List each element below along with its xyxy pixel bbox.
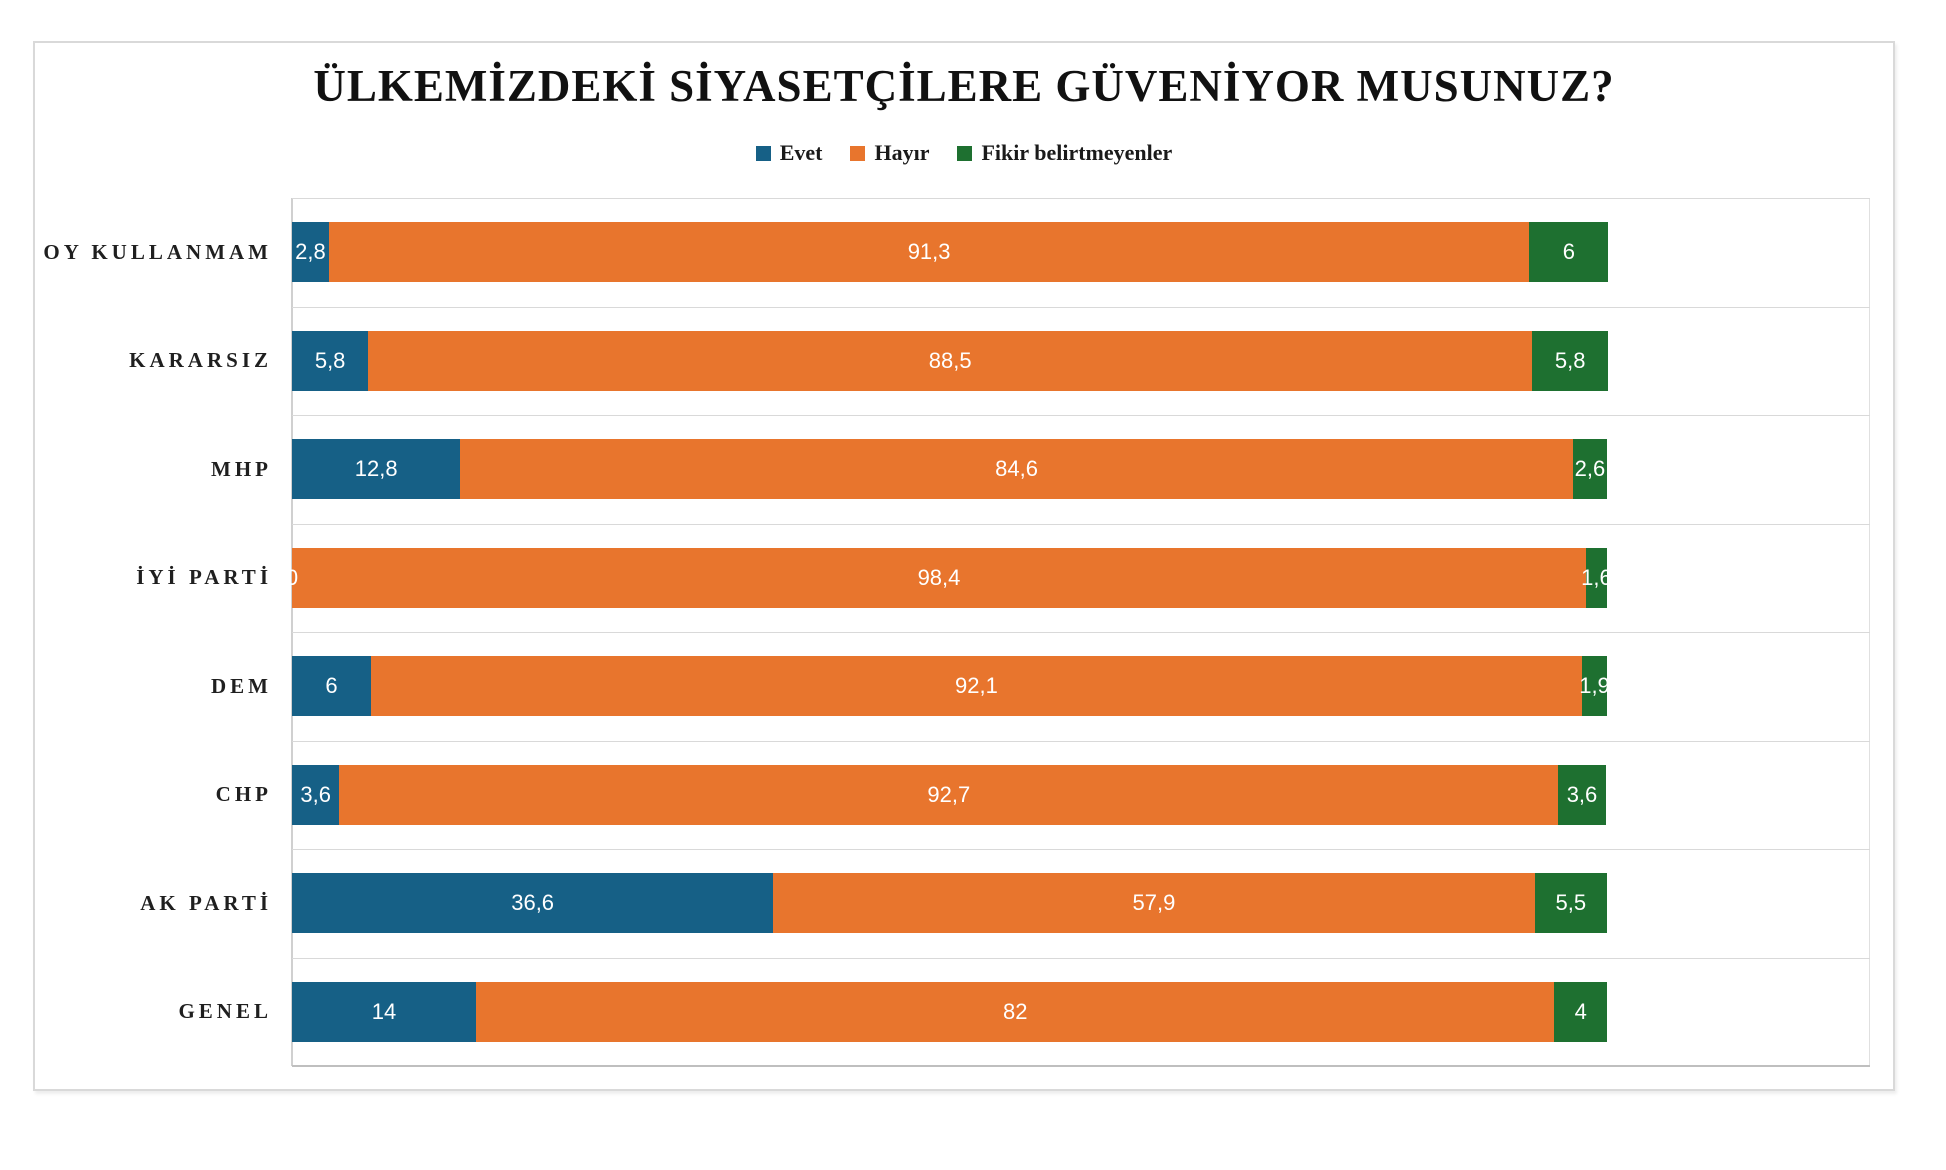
legend-label-fikir: Fikir belirtmeyenler	[981, 140, 1173, 165]
chart-card: ÜLKEMİZDEKİ SİYASETÇİLERE GÜVENİYOR MUSU…	[33, 41, 1895, 1091]
category-label: CHP	[215, 782, 272, 807]
bar-value-label: 2,6	[1574, 456, 1606, 481]
category-label: MHP	[211, 456, 272, 481]
x-axis-line	[292, 1065, 1870, 1067]
category-label: DEM	[211, 673, 272, 698]
bar-segment-hayır: 98,4	[292, 547, 1586, 608]
bar-value-label: 91,3	[907, 239, 951, 264]
bar-value-label: 0	[285, 564, 299, 590]
gridline	[292, 740, 1870, 742]
bar-segment-evet: 14	[292, 981, 477, 1042]
legend-swatch-evet-icon	[755, 145, 771, 161]
bar-segment-hayır: 91,3	[328, 222, 1530, 282]
bar-stack: 2,8 91,3 6	[292, 222, 1870, 282]
bar-value-label: 3,6	[1566, 781, 1598, 807]
bar-segment-fikir-belirtmeyenler: 5,5	[1534, 873, 1607, 933]
chart-legend: Evet Hayır Fikir belirtmeyenler	[35, 140, 1893, 166]
category-label: KARARSIZ	[129, 348, 272, 373]
bar-stack: 12,8 84,6 2,6	[292, 439, 1870, 499]
bar-segment-fikir-belirtmeyenler: 4	[1554, 981, 1607, 1042]
bar-value-label: 92,1	[955, 673, 998, 698]
gridline	[292, 415, 1870, 416]
gridline	[292, 306, 1870, 308]
bar-value-label: 84,6	[995, 456, 1038, 481]
bar-row: DEM 6 92,1 1,9	[211, 632, 1870, 741]
gridline	[292, 849, 1870, 850]
category-label: GENEL	[178, 999, 272, 1024]
bar-value-label: 5,5	[1555, 890, 1587, 915]
bar-value-label: 57,9	[1132, 890, 1176, 915]
bar-segment-hayır: 92,1	[370, 656, 1582, 716]
category-label: İYİ PARTİ	[136, 565, 272, 590]
bar-stack: 6 92,1 1,9	[292, 656, 1870, 716]
legend-item-fikir-belirtmeyenler: Fikir belirtmeyenler	[957, 140, 1172, 166]
bar-value-label: 88,5	[928, 347, 972, 373]
category-label: OY KULLANMAM	[43, 239, 272, 264]
bar-value-label: 6	[325, 673, 338, 698]
bar-value-label: 1,6	[1581, 564, 1612, 590]
bar-stack: 0 98,4 1,6	[286, 547, 1870, 608]
legend-label-evet: Evet	[779, 140, 823, 165]
legend-item-hayir: Hayır	[850, 140, 929, 166]
bar-segment-fikir-belirtmeyenler: 1,6	[1581, 547, 1612, 608]
bar-segment-hayır: 84,6	[460, 439, 1573, 499]
bar-value-label: 5,8	[1554, 347, 1586, 373]
bar-value-label: 82	[1003, 998, 1028, 1024]
bar-segment-fikir-belirtmeyenler: 5,8	[1532, 330, 1609, 391]
bar-value-label: 4	[1574, 998, 1587, 1024]
legend-swatch-hayir-icon	[850, 145, 866, 161]
bar-segment-fikir-belirtmeyenler: 1,9	[1579, 656, 1610, 716]
bar-segment-evet: 36,6	[292, 873, 774, 933]
bar-stack: 14 82 4	[292, 981, 1870, 1042]
bar-segment-evet: 2,8	[292, 222, 329, 282]
bar-value-label: 12,8	[354, 456, 398, 481]
bar-row: GENEL 14 82 4	[178, 958, 1870, 1067]
bar-value-label: 5,8	[314, 347, 346, 373]
bar-stack: 5,8 88,5 5,8	[292, 330, 1870, 391]
bar-row: KARARSIZ 5,8 88,5 5,8	[129, 307, 1870, 416]
gridline	[292, 632, 1870, 633]
bar-segment-fikir-belirtmeyenler: 3,6	[1558, 764, 1606, 825]
bar-value-label: 1,9	[1579, 673, 1610, 698]
category-label: AK PARTİ	[140, 890, 272, 915]
bar-segment-hayır: 57,9	[773, 873, 1535, 933]
bar-value-label: 6	[1562, 239, 1575, 264]
bar-segment-hayır: 88,5	[368, 330, 1533, 391]
gridline	[292, 523, 1870, 525]
chart-title: ÜLKEMİZDEKİ SİYASETÇİLERE GÜVENİYOR MUSU…	[313, 61, 1615, 111]
bar-value-label: 92,7	[927, 781, 971, 807]
bar-segment-evet: 12,8	[292, 439, 461, 499]
bar-stack: 3,6 92,7 3,6	[292, 764, 1870, 825]
bar-row: OY KULLANMAM 2,8 91,3 6	[43, 198, 1870, 307]
bar-value-label: 14	[371, 998, 397, 1024]
legend-label-hayir: Hayır	[874, 140, 930, 165]
bar-segment-hayır: 82	[476, 981, 1555, 1042]
bar-row: CHP 3,6 92,7 3,6	[216, 741, 1870, 850]
bar-segment-evet: 3,6	[292, 764, 340, 825]
bar-row: İYİ PARTİ 0 98,4 1,6	[136, 524, 1870, 633]
bar-row: AK PARTİ 36,6 57,9 5,5	[140, 849, 1870, 958]
bar-stack: 36,6 57,9 5,5	[292, 873, 1870, 933]
bar-value-label: 36,6	[511, 890, 555, 915]
gridline	[292, 957, 1870, 959]
gridline	[292, 198, 1870, 199]
bar-value-label: 2,8	[295, 239, 326, 264]
bar-segment-fikir-belirtmeyenler: 6	[1529, 222, 1609, 282]
bar-row: MHP 12,8 84,6 2,6	[211, 415, 1870, 524]
bar-segment-fikir-belirtmeyenler: 2,6	[1572, 439, 1607, 499]
bar-segment-hayır: 92,7	[339, 764, 1559, 825]
legend-swatch-fikir-icon	[957, 145, 973, 161]
legend-item-evet: Evet	[755, 140, 823, 166]
bar-segment-evet: 6	[292, 656, 371, 716]
bar-value-label: 3,6	[300, 781, 331, 807]
bar-segment-evet: 5,8	[292, 330, 369, 391]
plot-area: OY KULLANMAM 2,8 91,3 6 KARARSIZ 5,8 88,5 5,8 MH…	[43, 198, 1870, 1067]
bar-value-label: 98,4	[917, 564, 961, 590]
